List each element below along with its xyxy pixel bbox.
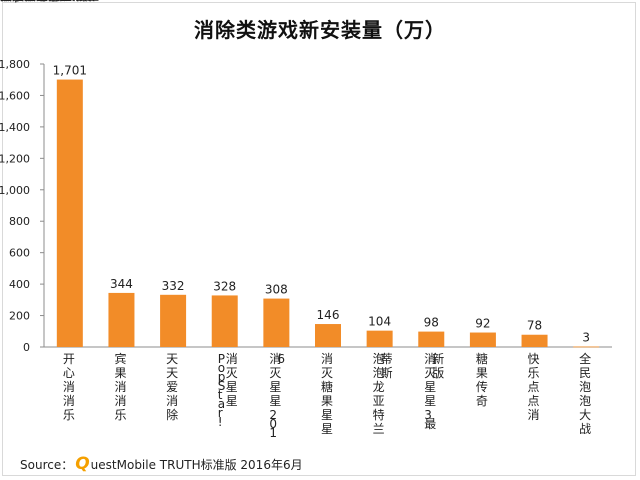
y-tick-label: 1,400 [0,121,30,134]
y-tick-label: 1,000 [0,184,30,197]
x-category-label: 消灭星星2016消灭星星2016 [0,0,285,440]
y-axis: 0 200 400 600 800 1,000 1,200 1,400 1,600 1,800 [0,58,612,354]
data-label: 146 [317,308,340,322]
bar [108,292,135,347]
y-tick-label: 800 [9,215,30,228]
y-tick-label: 0 [23,341,30,354]
data-label: 308 [265,283,288,297]
x-axis-categories: 开心消消乐开心消消乐宾果消消乐宾果消消乐天天爱消除天天爱消除PopStar!消灭… [0,0,591,440]
data-label: 344 [110,277,133,291]
bar [315,324,341,347]
value-labels: 1,701 344 332 328 308 146 104 98 92 78 3 [53,64,590,345]
bar [469,332,496,347]
bar [211,295,238,347]
x-category-label: 全民泡泡大战全民泡泡大战 [0,0,591,436]
bar [160,294,187,347]
data-label: 104 [368,315,391,329]
source-text: uestMobile TRUTH标准版 2016年6月 [90,458,303,472]
y-tick-label: 400 [9,278,30,291]
chart-title: 消除类游戏新安装量（万） [194,18,446,42]
data-label: 98 [424,316,439,330]
source-prefix: Source： [20,458,74,472]
data-label: 328 [213,279,236,293]
bars [56,79,600,348]
y-tick-label: 600 [9,247,30,260]
source-note: Source： QuestMobile TRUTH标准版 2016年6月 [20,456,303,473]
chart-frame [2,2,636,476]
data-label: 78 [527,319,542,333]
y-tick-label: 1,200 [0,152,30,165]
data-label: 1,701 [53,64,87,78]
data-label: 332 [162,279,185,293]
y-tick-label: 200 [9,310,30,323]
bar [573,346,600,348]
y-tick-label: 1,600 [0,89,30,102]
bar [521,334,548,347]
bar [56,79,83,347]
bar [263,298,290,347]
bar [418,331,445,347]
data-label: 92 [475,317,490,331]
data-label: 3 [582,331,590,345]
questmobile-logo-letter: Q [75,454,90,474]
y-tick-label: 1,800 [0,58,30,71]
bar [366,330,393,347]
